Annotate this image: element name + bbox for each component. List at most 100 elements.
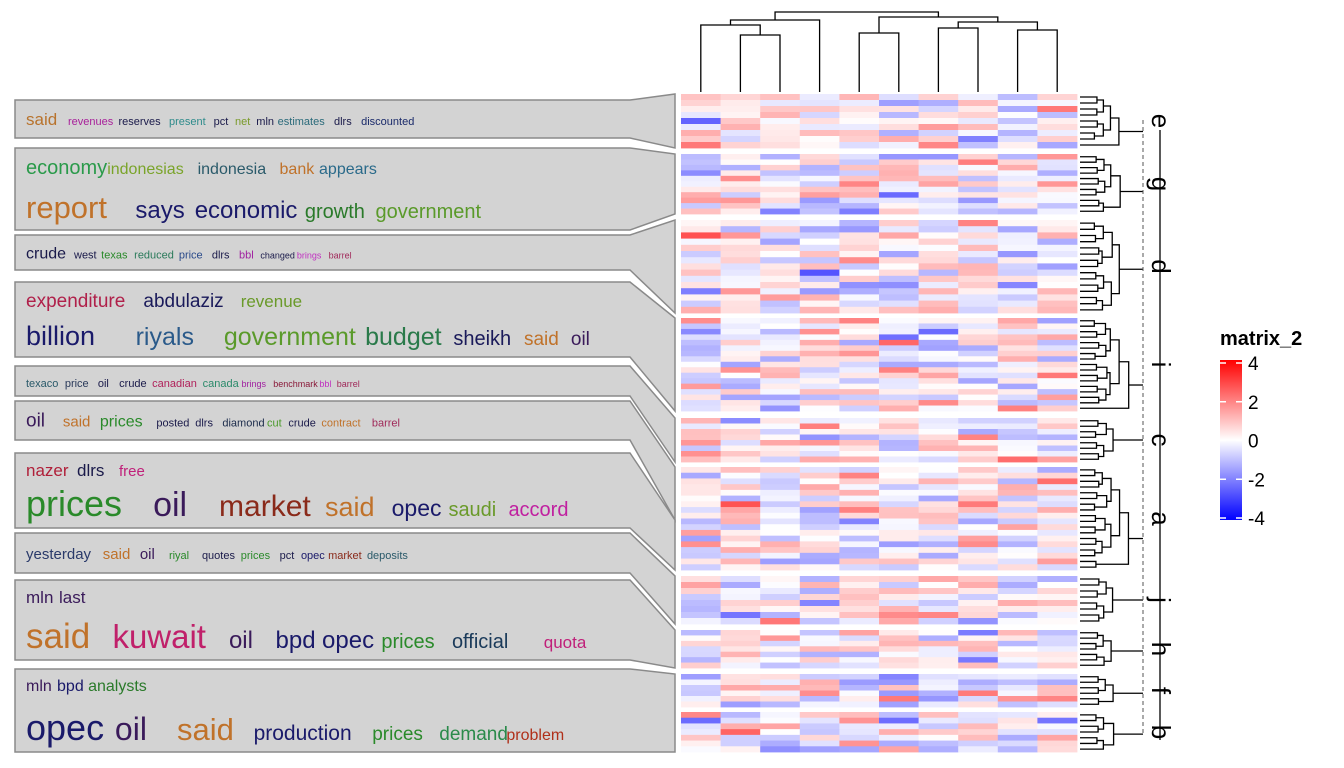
heatmap-cell: [760, 94, 801, 101]
heatmap-cell: [760, 394, 801, 401]
heatmap-cell: [1037, 100, 1078, 107]
heatmap-cell: [799, 208, 840, 215]
heatmap-cell: [720, 361, 761, 368]
word-cloud-word: free: [119, 463, 145, 480]
heatmap-cell: [879, 558, 919, 565]
heatmap-cell: [1037, 181, 1078, 188]
heatmap-cell: [760, 294, 801, 301]
heatmap-cell: [918, 100, 959, 107]
heatmap-cell: [839, 729, 880, 736]
heatmap-cell: [681, 618, 721, 625]
heatmap-cell: [799, 541, 840, 548]
heatmap-cell: [997, 328, 1038, 335]
heatmap-cell: [681, 112, 721, 119]
heatmap-cell: [879, 106, 919, 113]
heatmap-cell: [839, 734, 880, 741]
heatmap-cell: [997, 429, 1038, 435]
heatmap-cell: [997, 394, 1038, 401]
heatmap-cell: [958, 679, 999, 686]
heatmap-cell: [720, 244, 761, 252]
heatmap-cell: [799, 197, 840, 204]
heatmap-cell: [839, 130, 880, 137]
heatmap-cell: [879, 582, 919, 589]
heatmap-cell: [681, 226, 721, 233]
heatmap-cell: [879, 451, 919, 457]
heatmap-cell: [681, 723, 721, 730]
heatmap-cell: [760, 685, 801, 691]
heatmap-cell: [760, 740, 801, 747]
heatmap-cell: [958, 154, 999, 160]
heatmap-cell: [879, 640, 919, 647]
heatmap-cell: [720, 734, 761, 741]
heatmap-cell: [799, 257, 840, 264]
row-dendrogram-branch: [1080, 549, 1096, 557]
heatmap-cell: [1037, 350, 1078, 357]
heatmap-cell: [958, 451, 999, 457]
heatmap-cell: [760, 547, 801, 554]
heatmap-cell: [918, 269, 959, 277]
heatmap-cell: [799, 657, 840, 663]
heatmap-cell: [681, 136, 721, 143]
heatmap-cell: [799, 112, 840, 119]
heatmap-cell: [1037, 478, 1078, 485]
heatmap-cell: [760, 618, 801, 625]
heatmap-cell: [839, 547, 880, 554]
heatmap-cell: [720, 740, 761, 747]
heatmap-cell: [879, 547, 919, 554]
word-cloud-word: problem: [506, 727, 564, 744]
heatmap-cell: [720, 378, 761, 385]
heatmap-cell: [997, 405, 1038, 412]
word-cloud-word: last: [59, 588, 86, 607]
heatmap-cell: [799, 356, 840, 363]
heatmap-cell: [681, 323, 721, 330]
heatmap-cell: [918, 159, 959, 166]
heatmap-cell: [760, 507, 801, 514]
heatmap-cell: [799, 712, 840, 719]
heatmap-cell: [720, 518, 761, 525]
heatmap-cell: [918, 429, 959, 435]
heatmap-cell: [760, 646, 801, 653]
row-dendrogram-branch: [1080, 698, 1100, 705]
word-cloud-word: brings: [297, 251, 322, 261]
heatmap-cell: [918, 306, 959, 314]
heatmap-cell: [760, 701, 801, 708]
heatmap-cell: [958, 334, 999, 341]
heatmap-cell: [879, 94, 919, 101]
heatmap-cell: [799, 306, 840, 314]
heatmap-cell: [681, 717, 721, 724]
heatmap-cell: [839, 275, 880, 283]
heatmap-cell: [720, 679, 761, 686]
heatmap-cell: [918, 164, 959, 171]
heatmap-cell: [681, 429, 721, 435]
heatmap-cell: [799, 600, 840, 607]
heatmap-cell: [839, 701, 880, 708]
heatmap-cell: [879, 100, 919, 107]
heatmap-cell: [997, 541, 1038, 548]
heatmap-cell: [997, 456, 1038, 463]
heatmap-cell: [681, 251, 721, 258]
heatmap-cell: [799, 594, 840, 601]
heatmap-cell: [799, 345, 840, 352]
heatmap-cell: [760, 300, 801, 308]
heatmap-cell: [681, 294, 721, 301]
word-cloud-word: sheikh: [453, 328, 511, 350]
heatmap-cell: [760, 186, 801, 193]
heatmap-cell: [681, 306, 721, 314]
heatmap-cell: [958, 181, 999, 188]
heatmap-cell: [681, 118, 721, 125]
heatmap-cell: [918, 594, 959, 601]
row-dendrogram-branch: [1103, 722, 1115, 746]
heatmap-cell: [720, 489, 761, 497]
heatmap-cell: [720, 606, 761, 613]
heatmap-cell: [681, 334, 721, 341]
heatmap-cell: [1037, 118, 1078, 125]
heatmap-cell: [958, 275, 999, 283]
heatmap-cell: [760, 118, 801, 125]
heatmap-cell: [997, 518, 1038, 525]
heatmap-cell: [720, 690, 761, 697]
heatmap-cell: [799, 635, 840, 642]
heatmap-cell: [720, 434, 761, 441]
word-cloud-word: report: [26, 190, 107, 225]
heatmap-cell: [997, 282, 1038, 289]
heatmap-cell: [720, 674, 761, 680]
